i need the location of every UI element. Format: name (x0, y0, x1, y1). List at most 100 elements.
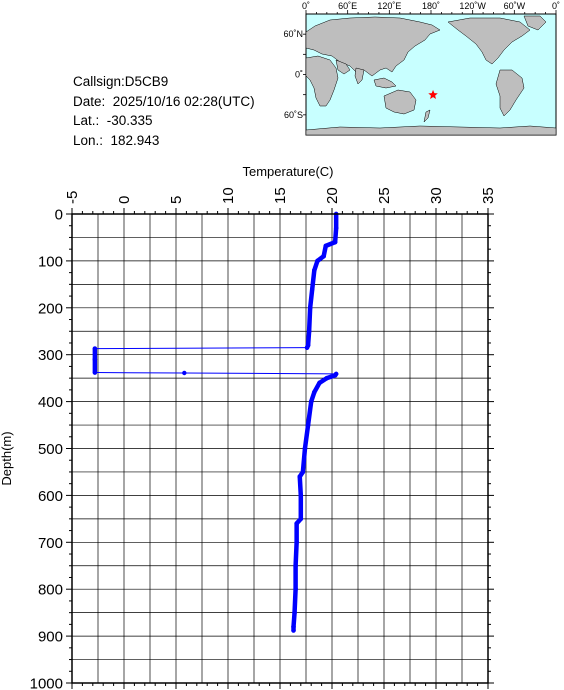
map-longitude-label: 60˚E (338, 1, 357, 11)
profile-point (92, 357, 98, 362)
x-tick-label: 15 (272, 187, 289, 204)
map-longitude-label: 0˚ (552, 1, 560, 11)
latitude-text: Lat.: -30.335 (73, 113, 153, 128)
profile-segment (306, 305, 313, 334)
y-tick-label: 800 (38, 582, 63, 599)
map-longitude-label: 120˚E (377, 1, 401, 11)
date-text: Date: 2025/10/16 02:28(UTC) (73, 93, 255, 109)
profile-point (298, 493, 303, 498)
profile-point (291, 624, 296, 629)
y-tick-label: 400 (38, 394, 63, 411)
x-tick-labels: -5 0 5 10 15 20 25 30 35 (64, 187, 497, 204)
world-map-inset: 0˚ 60˚E 120˚E 180˚ 120˚W 60˚W 0˚ 60˚N 0˚ 60˚S (283, 1, 560, 136)
profile-point (333, 225, 339, 231)
x-tick-label: 30 (428, 187, 445, 204)
x-tick-label: 20 (324, 187, 341, 204)
land-greenland (523, 15, 547, 31)
y-tick-label: 0 (55, 207, 63, 224)
map-latitude-label: 0˚ (295, 70, 303, 80)
profile-point (321, 254, 326, 259)
y-axis-title: Depth(m) (0, 431, 14, 485)
x-tick-label: 35 (480, 187, 497, 204)
profile-segment (300, 446, 308, 475)
x-tick-label: 25 (376, 187, 393, 204)
profile-segment (307, 286, 315, 311)
temperature-profile-series (92, 211, 339, 633)
x-axis-title: Temperature(C) (242, 164, 333, 179)
profile-segment (292, 586, 298, 615)
land-north-america (447, 17, 531, 65)
profile-point (293, 587, 298, 592)
profile-segment (332, 225, 339, 245)
y-tick-label: 300 (38, 347, 63, 364)
profile-point (298, 516, 303, 522)
land-new-zealand (423, 109, 431, 123)
land-indonesia (373, 77, 397, 89)
chart-frame (71, 213, 489, 684)
map-longitude-label: 120˚W (459, 1, 486, 11)
map-longitude-label: 180˚ (422, 1, 440, 11)
profile-segment (309, 268, 317, 292)
profile-point (323, 243, 328, 249)
profile-segment (291, 610, 297, 629)
chart-grid (71, 213, 489, 684)
x-tick-label: -5 (64, 191, 81, 204)
y-tick-label: 500 (38, 441, 63, 458)
map-latitude-label: 60˚S (284, 110, 303, 120)
profile-point (317, 380, 322, 386)
y-tick-label: 900 (38, 629, 63, 646)
profile-point (324, 375, 329, 381)
profile-point (312, 268, 317, 273)
profile-point (309, 399, 314, 404)
y-tick-label: 600 (38, 488, 63, 505)
red-star-icon (428, 89, 438, 99)
map-longitude-labels: 0˚ 60˚E 120˚E 180˚ 120˚W 60˚W 0˚ (302, 1, 560, 11)
map-longitude-label: 0˚ (302, 1, 310, 11)
land-south-america (495, 69, 525, 117)
profile-point (92, 370, 98, 375)
float-info-block: Callsign:D5CB9 Date: 2025/10/16 02:28(UT… (73, 72, 255, 150)
profile-point (332, 239, 338, 245)
profile-point (332, 373, 338, 378)
profile-segment (293, 540, 299, 568)
y-tick-label: 1000 (30, 676, 63, 690)
profile-point (292, 610, 297, 615)
longitude-text: Lon.: 182.943 (73, 132, 160, 148)
land-australia (383, 89, 417, 115)
y-tick-labels: 0 100 200 300 400 500 600 700 800 900 1000 (30, 207, 63, 690)
profile-point (312, 390, 317, 395)
profile-point (302, 446, 308, 451)
profile-point (305, 422, 311, 428)
profile-point (306, 329, 312, 334)
land-africa (305, 55, 339, 107)
map-latitude-label: 60˚N (283, 29, 303, 39)
y-tick-label: 700 (38, 535, 63, 552)
land-arabia (335, 59, 351, 75)
temperature-depth-chart: -5 0 5 10 15 20 25 30 35 01002003004005006007008… (0, 164, 497, 690)
profile-point (300, 469, 306, 475)
profile-segment (302, 422, 311, 451)
profile-segment (297, 474, 304, 498)
map-longitude-label: 60˚W (504, 1, 526, 11)
profile-point (291, 628, 296, 633)
map-frame-ticks (303, 10, 557, 116)
profile-point (294, 521, 299, 526)
land-antarctica (305, 125, 557, 136)
profile-segment (183, 372, 337, 375)
profile-point (315, 258, 320, 264)
y-tick-label: 200 (38, 300, 63, 317)
profile-point (304, 345, 310, 350)
profile-segment (305, 329, 312, 348)
profile-point (307, 305, 313, 310)
profile-segment (305, 399, 314, 428)
map-land (305, 15, 557, 136)
profile-point (92, 346, 98, 351)
profile-point (293, 563, 298, 568)
map-latitude-labels: 60˚N 0˚ 60˚S (283, 29, 303, 120)
profile-point (310, 286, 315, 292)
x-tick-label: 0 (116, 196, 133, 204)
y-tick-label: 100 (38, 253, 63, 270)
x-tick-label: 5 (168, 196, 185, 204)
profile-point (297, 474, 302, 479)
